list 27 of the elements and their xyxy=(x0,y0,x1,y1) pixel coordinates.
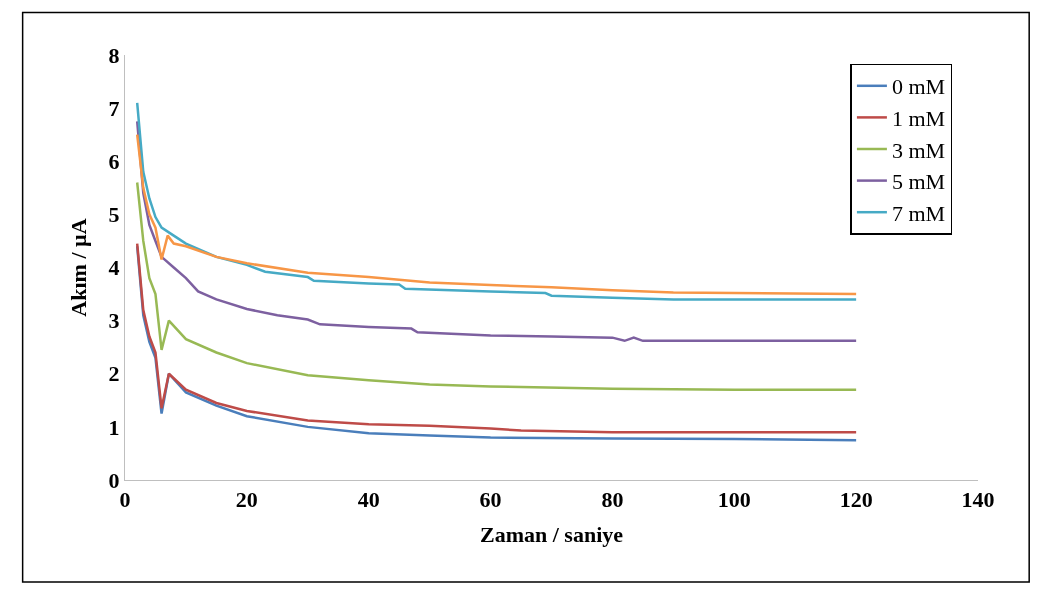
legend-label: 5 mM xyxy=(891,169,946,195)
x-tick-label: 100 xyxy=(717,487,751,513)
y-tick-label: 2 xyxy=(108,361,120,387)
line-series xyxy=(135,101,858,301)
y-tick-label: 4 xyxy=(108,255,120,281)
legend-label: 1 mM xyxy=(891,105,946,131)
legend-label: 3 mM xyxy=(891,137,946,163)
y-tick-label: 1 xyxy=(108,414,120,440)
line-series xyxy=(135,181,858,391)
y-tick-label: 6 xyxy=(108,148,120,174)
y-axis-title: Akım / µA xyxy=(66,218,92,317)
x-axis-title: Zaman / saniye xyxy=(479,522,624,548)
y-tick-label: 8 xyxy=(108,42,120,68)
x-tick-label: 60 xyxy=(479,487,502,513)
x-tick-label: 80 xyxy=(601,487,624,513)
y-tick-label: 0 xyxy=(108,467,120,493)
x-tick-label: 20 xyxy=(235,487,258,513)
legend-label: 0 mM xyxy=(891,74,946,100)
y-tick-label: 5 xyxy=(108,202,120,228)
line-series xyxy=(135,133,858,296)
line-series xyxy=(135,120,858,343)
x-tick-label: 120 xyxy=(839,487,873,513)
y-tick-label: 3 xyxy=(108,308,120,334)
x-tick-label: 140 xyxy=(961,487,995,513)
legend-label: 7 mM xyxy=(891,200,946,226)
x-tick-label: 40 xyxy=(357,487,380,513)
y-tick-label: 7 xyxy=(108,95,120,121)
